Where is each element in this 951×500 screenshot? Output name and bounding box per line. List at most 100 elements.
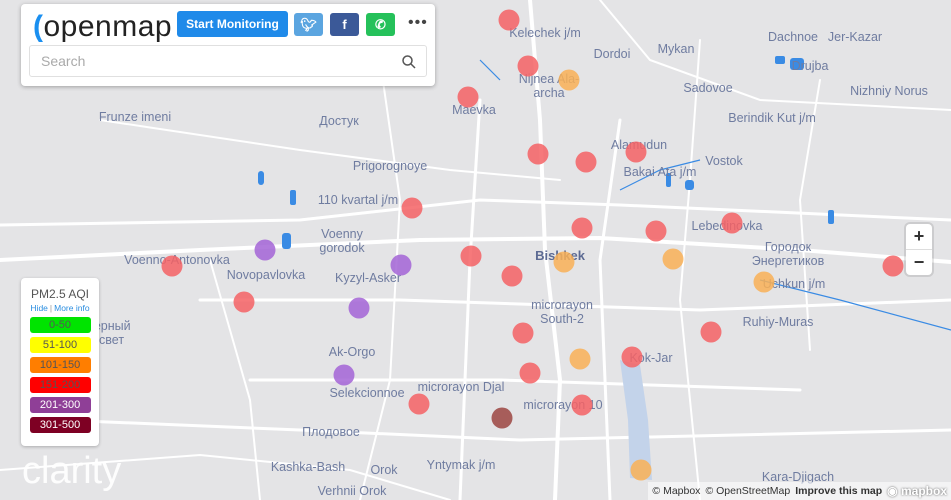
- aqi-station-marker[interactable]: [333, 364, 355, 386]
- clarity-watermark: clarity: [22, 450, 121, 493]
- legend-more-info-link[interactable]: More info: [54, 303, 90, 313]
- aqi-station-marker[interactable]: [527, 143, 549, 165]
- aqi-station-marker[interactable]: [408, 393, 430, 415]
- search-icon[interactable]: [402, 55, 416, 69]
- legend-title: PM2.5 AQI: [30, 287, 90, 301]
- osm-attribution-link[interactable]: © OpenStreetMap: [705, 485, 791, 497]
- place-label: Kara-Djigach: [761, 470, 835, 484]
- map-attribution: © Mapbox © OpenStreetMap Improve this ma…: [648, 482, 951, 500]
- aqi-legend: PM2.5 AQI Hide | More info 0-50 51-100 101-1…: [21, 278, 99, 446]
- zoom-out-button[interactable]: −: [913, 252, 925, 272]
- place-label: Nijnea Ala-archa: [518, 72, 580, 100]
- legend-hide-link[interactable]: Hide: [30, 303, 48, 313]
- more-options-button[interactable]: •••: [408, 14, 428, 31]
- mapbox-attribution-link[interactable]: © Mapbox: [652, 485, 701, 497]
- aqi-station-marker[interactable]: [645, 220, 667, 242]
- aqi-station-marker[interactable]: [625, 141, 647, 163]
- search-box: [29, 45, 427, 77]
- place-label: Berindik Kut j/m: [728, 111, 816, 125]
- legend-item[interactable]: 101-150: [29, 357, 91, 373]
- legend-item[interactable]: 301-500: [29, 417, 91, 433]
- legend-item[interactable]: 51-100: [29, 337, 91, 353]
- clarity-logo-text: clarity: [22, 450, 122, 492]
- place-label: Voenny gorodok: [319, 227, 365, 255]
- aqi-station-marker[interactable]: [348, 297, 370, 319]
- whatsapp-icon: ✆: [375, 16, 386, 32]
- whatsapp-share-button[interactable]: ✆: [366, 13, 395, 36]
- aqi-station-marker[interactable]: [721, 212, 743, 234]
- place-label: Достук: [319, 114, 359, 128]
- place-label: Dordoi: [593, 47, 631, 61]
- aqi-station-marker[interactable]: [254, 239, 276, 261]
- place-label: Городок Энергетиков: [751, 240, 825, 268]
- zoom-in-button[interactable]: +: [906, 224, 932, 250]
- place-label: Sadovoe: [683, 81, 733, 95]
- search-input[interactable]: [39, 52, 403, 70]
- place-label: Kyzyl-Asker: [335, 271, 401, 285]
- place-label: Prigorognoye: [352, 159, 428, 173]
- place-label: Orok: [370, 463, 398, 477]
- aqi-station-marker[interactable]: [512, 322, 534, 344]
- place-label: Drujba: [791, 59, 829, 73]
- place-label: Vostok: [705, 154, 743, 168]
- zoom-controls: + −: [906, 224, 932, 275]
- twitter-share-button[interactable]: 🐦︎: [294, 13, 323, 36]
- place-label: Frunze imeni: [98, 110, 172, 124]
- facebook-share-button[interactable]: f: [330, 13, 359, 36]
- aqi-station-marker[interactable]: [662, 248, 684, 270]
- legend-item[interactable]: 201-300: [29, 397, 91, 413]
- place-label: Jer-Kazar: [827, 30, 883, 44]
- place-label: Uchkun j/m: [762, 277, 826, 291]
- aqi-station-marker[interactable]: [519, 362, 541, 384]
- place-label: Kelechek j/m: [509, 26, 581, 40]
- aqi-station-marker[interactable]: [553, 251, 575, 273]
- mapbox-logo[interactable]: ◉ mapbox: [887, 484, 947, 498]
- header-panel: (openmap Start Monitoring 🐦︎ f ✆ •••: [21, 4, 435, 86]
- aqi-station-marker[interactable]: [401, 197, 423, 219]
- place-label: Selekcionnoe: [329, 386, 405, 400]
- legend-item[interactable]: 0-50: [29, 317, 91, 333]
- place-label: microrayon South-2: [531, 298, 593, 326]
- place-label: Novopavlovka: [226, 268, 306, 282]
- place-label: Плодовое: [302, 425, 360, 439]
- aqi-station-marker[interactable]: [621, 346, 643, 368]
- aqi-station-marker[interactable]: [460, 245, 482, 267]
- legend-separator: |: [49, 303, 53, 313]
- logo-icon: (: [33, 10, 44, 43]
- place-label: Kashka-Bash: [270, 460, 346, 474]
- aqi-station-marker[interactable]: [558, 69, 580, 91]
- aqi-station-marker[interactable]: [571, 394, 593, 416]
- openmap-logo[interactable]: (openmap: [33, 10, 172, 44]
- aqi-station-marker[interactable]: [161, 255, 183, 277]
- logo-text: openmap: [43, 10, 173, 43]
- aqi-station-marker[interactable]: [575, 151, 597, 173]
- aqi-station-marker[interactable]: [630, 459, 652, 481]
- place-label: Ruhiy-Muras: [742, 315, 814, 329]
- place-label: microrayon Djal: [417, 380, 505, 394]
- aqi-station-marker[interactable]: [498, 9, 520, 31]
- place-label: microrayon 10: [523, 398, 603, 412]
- aqi-station-marker[interactable]: [700, 321, 722, 343]
- start-monitoring-button[interactable]: Start Monitoring: [177, 11, 288, 37]
- place-label: Ak-Orgo: [328, 345, 376, 359]
- place-label: Verhnii Orok: [317, 484, 387, 498]
- legend-item[interactable]: 151-200: [29, 377, 91, 393]
- aqi-station-marker[interactable]: [457, 86, 479, 108]
- aqi-station-marker[interactable]: [501, 265, 523, 287]
- aqi-station-marker[interactable]: [571, 217, 593, 239]
- aqi-station-marker[interactable]: [569, 348, 591, 370]
- twitter-icon: 🐦︎: [300, 16, 317, 32]
- place-label: Yntymak j/m: [426, 458, 496, 472]
- aqi-station-marker[interactable]: [491, 407, 513, 429]
- aqi-station-marker[interactable]: [882, 255, 904, 277]
- aqi-station-marker[interactable]: [390, 254, 412, 276]
- aqi-station-marker[interactable]: [233, 291, 255, 313]
- improve-map-link[interactable]: Improve this map: [795, 485, 883, 497]
- place-label: 110 kvartal j/m: [317, 193, 399, 207]
- aqi-station-marker[interactable]: [753, 271, 775, 293]
- aqi-station-marker[interactable]: [517, 55, 539, 77]
- place-label: Mykan: [657, 42, 695, 56]
- mapbox-logo-text: mapbox: [900, 484, 947, 498]
